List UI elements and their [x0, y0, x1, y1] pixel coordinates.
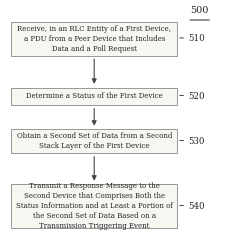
FancyBboxPatch shape — [11, 22, 177, 56]
FancyBboxPatch shape — [11, 130, 177, 153]
Text: 500: 500 — [191, 6, 209, 15]
FancyBboxPatch shape — [11, 88, 177, 105]
Text: Determine a Status of the First Device: Determine a Status of the First Device — [26, 92, 163, 100]
Text: 520: 520 — [188, 92, 205, 101]
Text: Transmit a Response Message to the
Second Device that Comprises Both the
Status : Transmit a Response Message to the Secon… — [16, 182, 173, 230]
Text: 530: 530 — [188, 137, 205, 146]
Text: 510: 510 — [188, 34, 205, 43]
Text: Obtain a Second Set of Data from a Second
Stack Layer of the First Device: Obtain a Second Set of Data from a Secon… — [17, 132, 172, 150]
Text: Receive, in an RLC Entity of a First Device,
a PDU from a Peer Device that Inclu: Receive, in an RLC Entity of a First Dev… — [17, 25, 171, 53]
FancyBboxPatch shape — [11, 184, 177, 228]
Text: 540: 540 — [188, 202, 205, 211]
